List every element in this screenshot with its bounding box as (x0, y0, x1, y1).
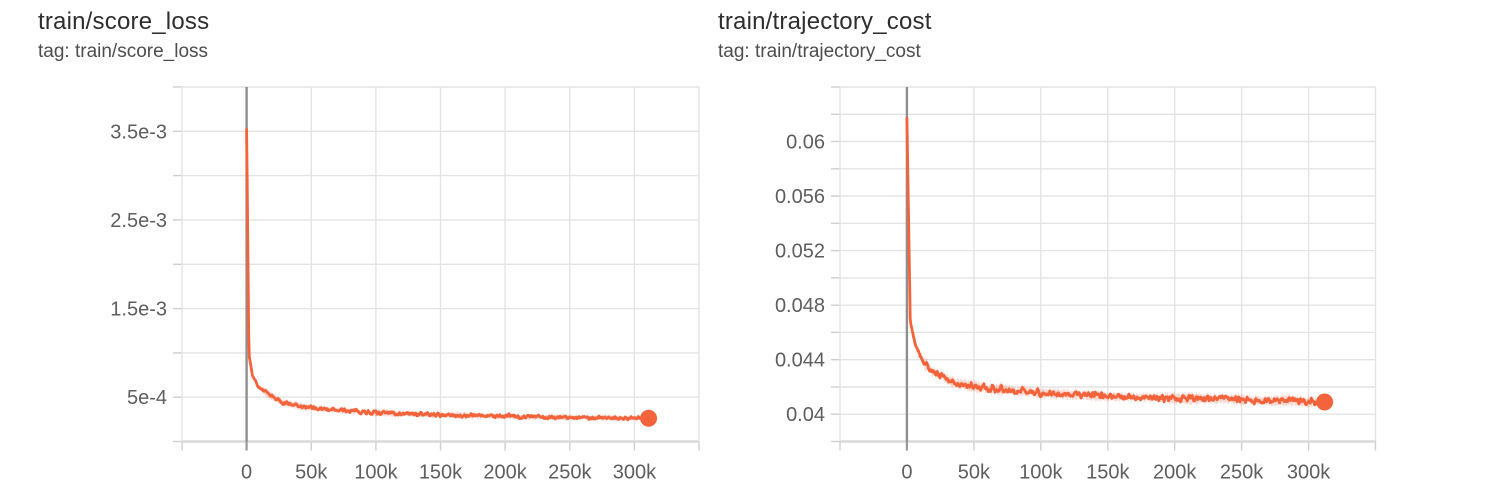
y-axis-label: 0.048 (775, 295, 825, 317)
last-point-dot[interactable] (1316, 393, 1334, 411)
chart-tag-score-loss: tag: train/score_loss (38, 41, 209, 62)
series-line[interactable] (245, 128, 650, 422)
x-axis-label: 150k (419, 462, 463, 484)
chart-tag-trajectory-cost: tag: train/trajectory_cost (718, 41, 921, 62)
min-max-band (906, 118, 1325, 408)
x-axis-label: 50k (295, 462, 328, 484)
x-axis-label: 300k (1287, 462, 1331, 484)
series-line[interactable] (905, 117, 1326, 407)
y-axis-label: 1.5e-3 (110, 299, 167, 321)
y-axis-label: 0.04 (786, 404, 825, 426)
x-axis-label: 250k (548, 462, 592, 484)
x-axis-label: 100k (1019, 462, 1063, 484)
x-axis-label: 300k (613, 462, 657, 484)
y-axis-label: 2.5e-3 (110, 210, 167, 232)
min-max-band (246, 129, 649, 423)
y-axis-label: 0.052 (775, 241, 825, 263)
y-axis-label: 0.056 (775, 186, 825, 208)
score-loss-chart[interactable]: 3.5e-3 2.5e-3 1.5e-3 5e-4 0 50k 100k 150k 200k 25… (0, 0, 746, 498)
trajectory-cost-chart[interactable]: 0.06 0.056 0.052 0.048 0.044 0.04 0 50k 100k 150k… (700, 0, 1492, 498)
chart-card-trajectory-cost: train/trajectory_cost tag: train/traject… (700, 0, 1492, 498)
chart-card-score-loss: train/score_loss tag: train/score_loss 3… (0, 0, 746, 498)
y-axis-label: 0.044 (775, 350, 825, 372)
x-axis-label: 100k (354, 462, 398, 484)
x-axis-label: 200k (483, 462, 527, 484)
y-axis-label: 0.06 (786, 132, 825, 154)
y-axis-label: 5e-4 (127, 387, 167, 409)
x-axis-label: 0 (901, 462, 912, 484)
last-point-dot[interactable] (640, 409, 658, 427)
y-axis-label: 3.5e-3 (110, 121, 167, 143)
chart-title-trajectory-cost: train/trajectory_cost (718, 8, 932, 35)
x-axis-label: 250k (1220, 462, 1264, 484)
x-axis-label: 0 (241, 462, 252, 484)
chart-title-score-loss: train/score_loss (38, 8, 210, 35)
x-axis-label: 150k (1086, 462, 1130, 484)
x-axis-label: 200k (1153, 462, 1197, 484)
x-axis-label: 50k (958, 462, 991, 484)
